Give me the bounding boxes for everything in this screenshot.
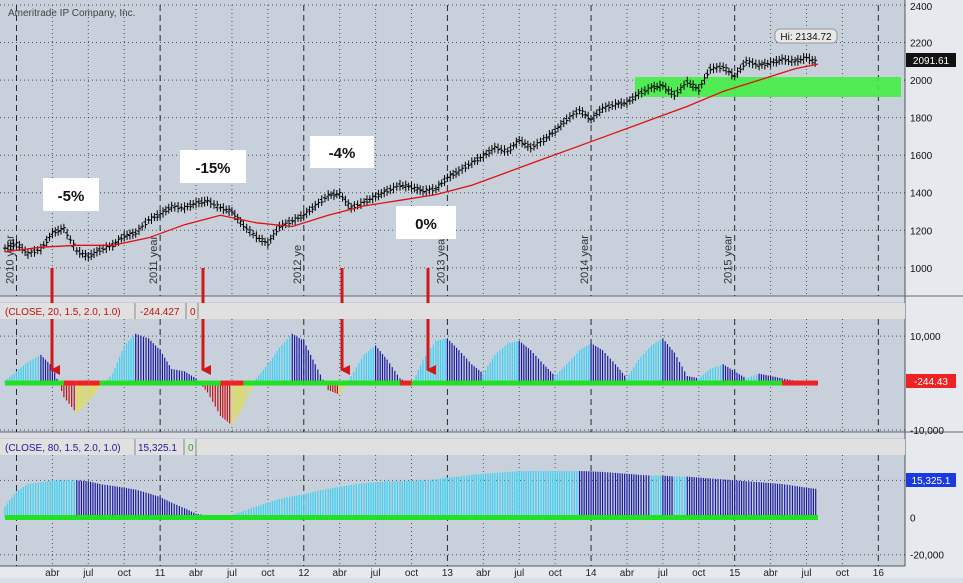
year-label: 2011 year [148, 236, 160, 284]
year-label: 2010 year [4, 235, 16, 284]
x-tick-label: abr [332, 568, 347, 578]
x-tick-label: abr [620, 568, 635, 578]
y-tick-label: 1800 [910, 114, 933, 125]
oscillator-1-header: (CLOSE, 20, 1.5, 2.0, 1.0) -244.427 0 [0, 303, 905, 319]
annotation-minus-5: -5% [43, 178, 99, 211]
year-label: 2014 year [579, 235, 591, 284]
x-tick-label: jul [513, 568, 524, 578]
annotation-text: 0% [415, 216, 437, 233]
x-tick-label: 15 [729, 568, 741, 578]
y-tick-label: 0 [910, 514, 916, 525]
x-tick-label: oct [261, 568, 275, 578]
x-tick-label: abr [189, 568, 204, 578]
osc1-last-label: -244.43 [906, 374, 956, 388]
copyright-text: Ameritrade IP Company, Inc. [8, 8, 135, 19]
x-tick-label: jul [370, 568, 381, 578]
x-tick-label: oct [692, 568, 706, 578]
highlight-box [635, 77, 901, 97]
x-axis: abr jul oct 11 abr jul oct 12 abr jul oct 13 abr jul o… [45, 568, 885, 579]
hi-label-text: Hi: 2134.72 [780, 32, 832, 43]
oscillator-2-header: (CLOSE, 80, 1.5, 2.0, 1.0) 15,325.1 0 [0, 439, 905, 455]
y-tick-label: -10,000 [910, 426, 944, 437]
x-tick-label: 16 [873, 568, 885, 578]
y-tick-label: 1200 [910, 226, 933, 237]
x-tick-label: jul [801, 568, 812, 578]
y-tick-label: -20,000 [910, 551, 944, 562]
x-tick-label: 13 [442, 568, 454, 578]
oscillator-1-series [4, 333, 818, 426]
y-tick-label: 1400 [910, 189, 933, 200]
osc1-last-text: -244.43 [914, 377, 948, 388]
x-tick-label: jul [82, 568, 93, 578]
annotation-minus-15: -15% [180, 150, 246, 183]
y-tick-label: 1600 [910, 151, 933, 162]
osc1-flag: 0 [190, 307, 196, 318]
y-tick-label: 1000 [910, 264, 933, 275]
x-tick-label: jul [226, 568, 237, 578]
x-tick-label: abr [763, 568, 778, 578]
x-tick-label: 12 [298, 568, 310, 578]
x-tick-label: abr [476, 568, 491, 578]
y-tick-label: 2000 [910, 76, 933, 87]
y-tick-label: 10,000 [910, 332, 941, 343]
price-series [3, 53, 819, 262]
annotation-text: -4% [329, 145, 356, 162]
annotation-text: -5% [58, 188, 85, 205]
x-tick-label: jul [657, 568, 668, 578]
osc2-last-label: 15,325.1 [906, 473, 956, 487]
osc1-value: -244.427 [140, 307, 180, 318]
osc2-value: 15,325.1 [138, 443, 177, 454]
annotation-zero: 0% [396, 206, 456, 239]
x-tick-label: oct [548, 568, 562, 578]
hi-label: Hi: 2134.72 [774, 28, 838, 44]
osc1-params: (CLOSE, 20, 1.5, 2.0, 1.0) [5, 307, 121, 318]
osc2-flag: 0 [188, 443, 194, 454]
oscillator-2-series [4, 471, 818, 521]
year-label: 2012 ye [292, 245, 304, 284]
x-tick-label: oct [118, 568, 132, 578]
x-tick-label: oct [836, 568, 850, 578]
y-tick-label: 2400 [910, 2, 933, 13]
x-tick-label: abr [45, 568, 60, 578]
x-tick-label: 11 [155, 568, 166, 578]
y-tick-label: 2200 [910, 39, 933, 50]
annotation-text: -15% [195, 160, 230, 177]
last-price-label: 2091.61 [906, 53, 956, 67]
annotation-minus-4: -4% [310, 136, 374, 168]
osc2-last-text: 15,325.1 [912, 476, 951, 487]
last-price-text: 2091.61 [913, 56, 950, 67]
osc2-params: (CLOSE, 80, 1.5, 2.0, 1.0) [5, 443, 121, 454]
x-tick-label: 14 [585, 568, 597, 578]
bottom-axis-strip [0, 566, 905, 578]
x-tick-label: oct [405, 568, 419, 578]
year-labels: 2010 year 2011 year 2012 ye 2013 year 2014 y… [4, 235, 734, 284]
price-panel [0, 0, 905, 296]
moving-average-line [4, 63, 819, 253]
year-label: 2013 year [435, 235, 447, 284]
year-label: 2015 year [723, 235, 735, 284]
